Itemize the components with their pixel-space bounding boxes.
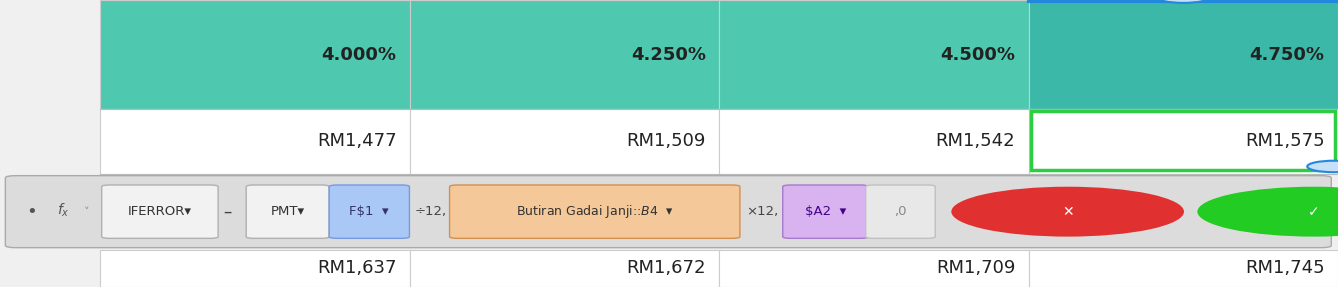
FancyBboxPatch shape <box>100 109 409 174</box>
Text: 4.000%: 4.000% <box>321 46 396 63</box>
FancyBboxPatch shape <box>246 185 329 238</box>
FancyBboxPatch shape <box>1029 0 1338 109</box>
FancyBboxPatch shape <box>1029 250 1338 287</box>
Text: RM1,477: RM1,477 <box>317 132 396 150</box>
FancyBboxPatch shape <box>450 185 740 238</box>
Circle shape <box>1156 0 1210 3</box>
Text: 4.250%: 4.250% <box>630 46 706 63</box>
Text: •: • <box>27 203 37 221</box>
FancyBboxPatch shape <box>0 0 100 287</box>
Text: $A2  ▾: $A2 ▾ <box>805 205 846 218</box>
Text: RM1,709: RM1,709 <box>935 259 1016 277</box>
FancyBboxPatch shape <box>329 185 409 238</box>
Text: RM1,637: RM1,637 <box>317 259 396 277</box>
Circle shape <box>1307 161 1338 172</box>
Text: ×12,: ×12, <box>747 205 779 218</box>
Text: 4.500%: 4.500% <box>941 46 1016 63</box>
FancyBboxPatch shape <box>102 185 218 238</box>
FancyBboxPatch shape <box>720 109 1029 174</box>
Text: IFERROR▾: IFERROR▾ <box>128 205 191 218</box>
FancyBboxPatch shape <box>409 109 720 174</box>
Text: $f_x$: $f_x$ <box>56 201 70 219</box>
Text: ✓: ✓ <box>1309 205 1319 219</box>
FancyBboxPatch shape <box>409 0 720 109</box>
Text: 4.750%: 4.750% <box>1250 46 1325 63</box>
Circle shape <box>1198 187 1338 236</box>
Text: ÷12,: ÷12, <box>415 205 447 218</box>
Text: ✕: ✕ <box>1062 205 1073 219</box>
FancyBboxPatch shape <box>100 250 409 287</box>
Text: RM1,509: RM1,509 <box>626 132 706 150</box>
Text: RM1,575: RM1,575 <box>1244 132 1325 150</box>
FancyBboxPatch shape <box>5 176 1331 248</box>
FancyBboxPatch shape <box>866 185 935 238</box>
Text: RM1,672: RM1,672 <box>626 259 706 277</box>
Text: ,0: ,0 <box>894 205 907 218</box>
Text: PMT▾: PMT▾ <box>270 205 305 218</box>
Text: RM1,542: RM1,542 <box>935 132 1016 150</box>
Text: RM1,745: RM1,745 <box>1244 259 1325 277</box>
Text: ˅: ˅ <box>84 207 90 217</box>
Text: –: – <box>223 203 231 221</box>
FancyBboxPatch shape <box>100 0 409 109</box>
FancyBboxPatch shape <box>720 0 1029 109</box>
Text: Butiran Gadai Janji::$B$4  ▾: Butiran Gadai Janji::$B$4 ▾ <box>516 203 673 220</box>
Circle shape <box>951 187 1184 236</box>
FancyBboxPatch shape <box>1029 109 1338 174</box>
FancyBboxPatch shape <box>409 250 720 287</box>
Text: F$1  ▾: F$1 ▾ <box>349 205 389 218</box>
FancyBboxPatch shape <box>783 185 868 238</box>
FancyBboxPatch shape <box>720 250 1029 287</box>
